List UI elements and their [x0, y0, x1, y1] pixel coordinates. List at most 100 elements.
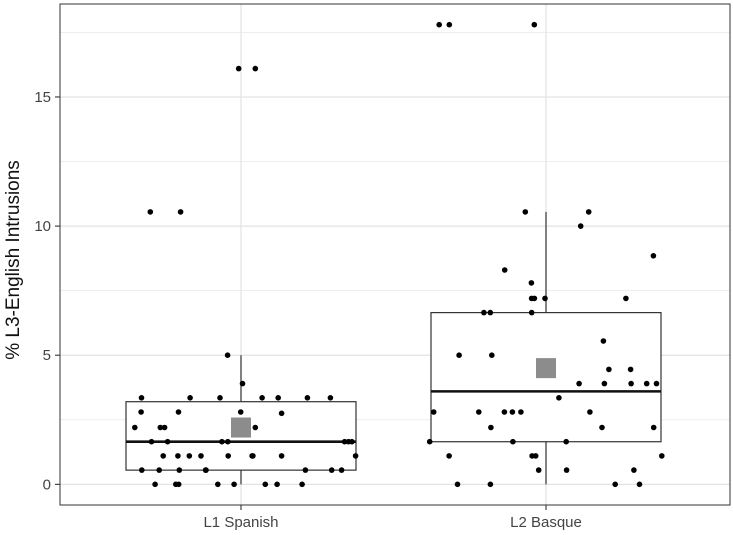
mean-markers — [231, 358, 556, 438]
data-point — [628, 380, 634, 387]
data-point — [225, 438, 231, 445]
data-point — [501, 409, 508, 415]
data-point — [147, 209, 154, 215]
data-point — [454, 481, 461, 488]
data-point — [636, 481, 643, 488]
data-point — [157, 424, 164, 431]
data-point — [278, 453, 285, 459]
mean-marker — [231, 417, 251, 438]
data-point — [224, 352, 231, 359]
data-point — [585, 209, 592, 215]
data-point — [535, 467, 542, 473]
data-point — [587, 409, 593, 415]
data-point — [262, 481, 269, 488]
y-tick-label: 5 — [43, 347, 51, 364]
data-point — [237, 409, 244, 415]
data-point — [164, 438, 171, 445]
data-point — [202, 467, 209, 473]
y-tick-label: 0 — [43, 476, 51, 493]
data-point — [148, 438, 155, 445]
data-point — [650, 253, 657, 259]
data-point — [132, 424, 138, 431]
data-point — [299, 481, 305, 488]
data-point — [653, 380, 660, 387]
data-point — [327, 395, 334, 401]
data-point — [275, 395, 282, 401]
boxes — [125, 211, 662, 485]
data-point — [576, 380, 582, 387]
data-point — [138, 395, 145, 401]
y-axis-title: % L3-English Intrusions — [3, 160, 24, 360]
data-point — [259, 395, 265, 401]
data-point — [606, 366, 612, 373]
data-point — [501, 267, 508, 273]
y-tick-label: 10 — [34, 218, 51, 235]
data-point — [175, 409, 182, 415]
data-point — [456, 352, 462, 359]
data-point — [219, 438, 225, 445]
y-tick-label: 15 — [34, 89, 51, 106]
data-point — [556, 395, 562, 401]
data-point — [138, 409, 144, 415]
data-point — [328, 467, 335, 473]
data-point — [235, 65, 242, 72]
data-point — [156, 467, 162, 473]
data-point — [577, 223, 584, 229]
data-point — [481, 309, 487, 316]
data-point — [612, 481, 618, 488]
data-point — [252, 65, 259, 72]
data-point — [510, 438, 516, 445]
data-point — [217, 395, 223, 401]
data-point — [631, 467, 637, 473]
data-point — [338, 467, 345, 473]
data-point — [489, 352, 495, 359]
data-point — [563, 467, 570, 473]
data-point — [278, 410, 285, 417]
data-point — [600, 338, 607, 344]
data-point — [274, 481, 280, 488]
data-point — [531, 21, 538, 28]
data-point — [650, 424, 657, 431]
data-point — [249, 453, 255, 459]
data-point — [563, 438, 569, 445]
data-point — [177, 209, 184, 215]
data-point — [252, 424, 259, 431]
data-point — [627, 366, 634, 373]
data-point — [139, 467, 145, 473]
x-tick-label: L1 Spanish — [203, 514, 278, 531]
data-point — [542, 295, 548, 302]
data-point — [426, 438, 433, 445]
data-point — [304, 395, 311, 401]
data-point — [239, 380, 246, 387]
data-point — [532, 453, 539, 459]
data-point — [173, 481, 179, 488]
data-point — [528, 280, 535, 286]
data-points — [132, 21, 665, 488]
data-point — [509, 409, 516, 415]
data-point — [659, 453, 665, 459]
data-point — [187, 395, 193, 401]
data-point — [176, 467, 183, 473]
data-point — [488, 424, 494, 431]
data-point — [198, 453, 204, 459]
data-point — [487, 309, 494, 316]
data-point — [352, 453, 359, 459]
data-point — [522, 209, 529, 215]
x-tick-label: L2 Basque — [510, 514, 582, 531]
data-point — [476, 409, 482, 415]
data-point — [225, 453, 231, 459]
data-point — [175, 453, 181, 459]
data-point — [152, 481, 158, 488]
data-point — [302, 467, 309, 473]
data-point — [345, 438, 352, 445]
axes: 0 5 10 15 L1 Spanish L2 Basque — [34, 89, 582, 531]
data-point — [160, 453, 166, 459]
data-point — [430, 409, 437, 415]
data-point — [215, 481, 221, 488]
data-point — [528, 309, 535, 316]
data-point — [531, 295, 538, 302]
data-point — [601, 380, 608, 387]
data-point — [599, 424, 605, 431]
data-point — [436, 21, 443, 28]
